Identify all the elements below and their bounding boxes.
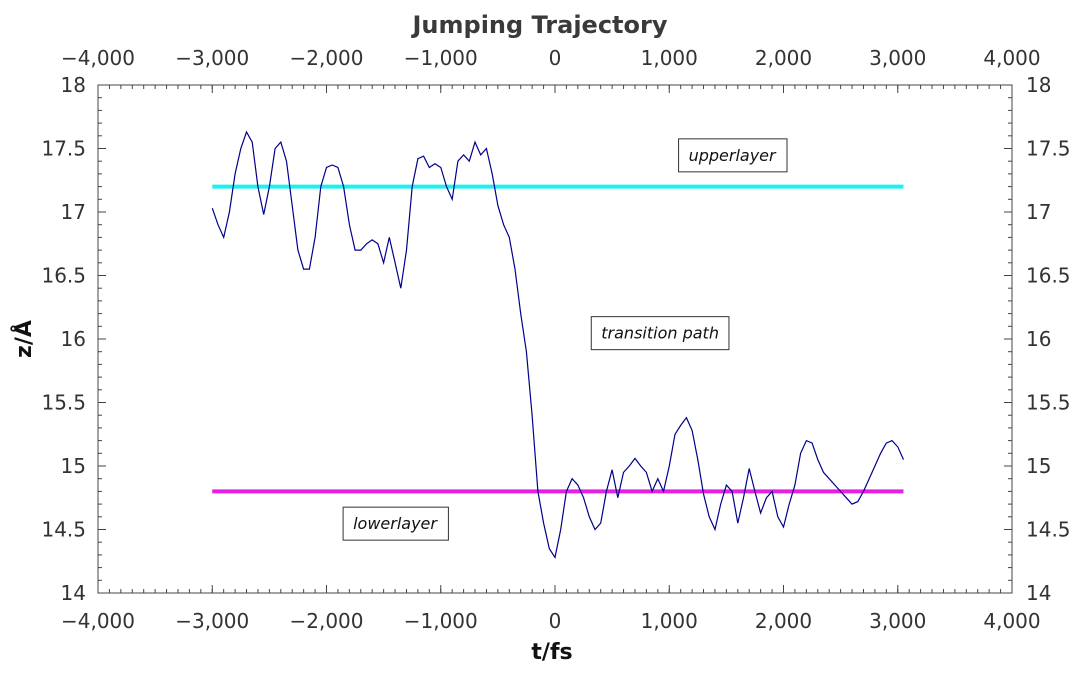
x-tick-label: 2,000	[755, 609, 812, 633]
y-tick-label: 17.5	[41, 137, 86, 161]
annotation-text: transition path	[601, 324, 719, 343]
y-tick-label: 15	[61, 454, 86, 478]
y-tick-label: 16	[61, 327, 86, 351]
y-tick-label: 18	[61, 73, 86, 97]
tick-labels: −4,000 −4,000 −3,000 −3,000 −2,000 −2,000 −1,0…	[41, 46, 1070, 633]
x-tick-label: 1,000	[641, 609, 698, 633]
x-top-tick-label: −4,000	[61, 46, 135, 70]
major-ticks	[97, 84, 1013, 594]
x-top-tick-label: 4,000	[983, 46, 1040, 70]
reference-lines	[212, 184, 904, 494]
y-tick-label: 15.5	[41, 391, 86, 415]
y-right-tick-label: 14.5	[1026, 518, 1071, 542]
annotation-text: lowerlayer	[353, 514, 438, 533]
chart-title: Jumping Trajectory	[411, 11, 668, 39]
y-right-tick-label: 15	[1026, 454, 1051, 478]
y-right-tick-label: 18	[1026, 73, 1051, 97]
x-top-tick-label: 1,000	[641, 46, 698, 70]
trajectory-series-line	[211, 130, 905, 559]
x-top-tick-label: −3,000	[175, 46, 249, 70]
annotation-box	[590, 316, 730, 351]
annotation-lowerlayer: lowerlayer	[342, 506, 449, 541]
x-top-tick-label: 0	[549, 46, 562, 70]
annotation-upperlayer: upperlayer	[678, 138, 788, 173]
x-tick-label: −3,000	[175, 609, 249, 633]
y-right-tick-label: 16	[1026, 327, 1051, 351]
x-top-tick-label: −1,000	[404, 46, 478, 70]
y-right-tick-label: 17	[1026, 200, 1051, 224]
annotation-box	[678, 138, 788, 173]
x-top-tick-label: 2,000	[755, 46, 812, 70]
x-top-tick-label: −2,000	[289, 46, 363, 70]
y-axis-title: z/Å	[11, 320, 37, 358]
y-right-tick-label: 17.5	[1026, 137, 1071, 161]
y-right-tick-label: 16.5	[1026, 264, 1071, 288]
x-tick-label: 0	[549, 609, 562, 633]
x-top-tick-label: 3,000	[869, 46, 926, 70]
x-tick-label: −2,000	[289, 609, 363, 633]
annotation-box	[342, 506, 449, 541]
y-right-tick-label: 14	[1026, 581, 1051, 605]
y-tick-label: 14.5	[41, 518, 86, 542]
x-axis-title: t/fs	[531, 640, 572, 665]
y-tick-label: 16.5	[41, 264, 86, 288]
x-tick-label: −1,000	[404, 609, 478, 633]
annotations: upperlayer transition path lowerlayer	[342, 138, 788, 541]
minor-ticks	[97, 84, 1013, 594]
x-tick-label: 3,000	[869, 609, 926, 633]
x-tick-label: −4,000	[61, 609, 135, 633]
x-tick-label: 4,000	[983, 609, 1040, 633]
y-right-tick-label: 15.5	[1026, 391, 1071, 415]
plot-frame	[97, 84, 1013, 594]
annotation-text: upperlayer	[689, 146, 777, 165]
annotation-transition-path: transition path	[590, 316, 730, 351]
y-tick-label: 14	[61, 581, 86, 605]
y-tick-label: 17	[61, 200, 86, 224]
